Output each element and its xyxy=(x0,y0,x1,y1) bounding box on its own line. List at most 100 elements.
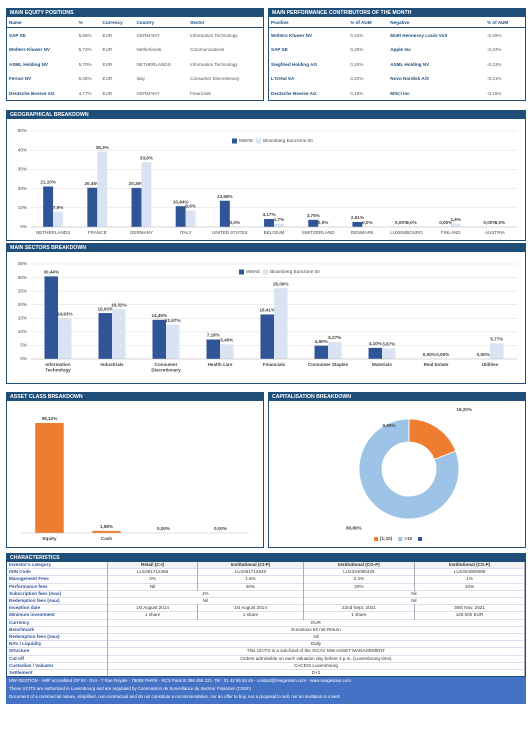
value-cell: EUR xyxy=(107,619,525,627)
x-tick-label: Utilities xyxy=(482,362,499,367)
bar xyxy=(220,344,234,359)
bar xyxy=(97,151,108,227)
value-cell: Eurostoxx 50 net Return xyxy=(107,626,525,634)
chart: Equity Cash 98,12% 1,88% 0,00% 0,00% xyxy=(21,416,249,541)
cell: Consumer Discretionary xyxy=(190,76,240,82)
data-label: 26,09% xyxy=(273,281,289,286)
row: Subscription fees (max) 2% Nil xyxy=(7,590,525,598)
data-label: 0,00% xyxy=(395,220,408,225)
cell: 0,19% xyxy=(350,90,364,96)
header-cell: Institutional (CS-P) xyxy=(414,562,525,569)
legend-label: Bloomberg Eurozone 50 xyxy=(263,138,313,143)
value-cell: 1st August 2014 xyxy=(197,604,304,612)
legend-swatch xyxy=(418,537,423,541)
bar xyxy=(175,206,186,227)
data-label: 7,18% xyxy=(207,333,220,338)
bar xyxy=(58,318,72,359)
label-cell: Minimum investment xyxy=(7,611,108,620)
row: SAP SE 5,86% EUR GERMANY Information Technol… xyxy=(7,28,263,43)
data-label: 4,10% xyxy=(369,341,382,346)
legend-label: Bloomberg Eurozone 50 xyxy=(270,269,320,274)
data-label: 0,00% xyxy=(436,352,449,357)
row: Cut-off Orders admissible on each valuati… xyxy=(7,655,525,663)
row: NAV / Liquidity Daily xyxy=(7,640,525,648)
cell: GERMANY xyxy=(136,90,160,96)
x-tick-label: FRANCE xyxy=(88,230,107,235)
row: Benchmark Eurostoxx 50 net Return xyxy=(7,626,525,634)
x-tick-label: ITALY xyxy=(180,230,192,235)
value-cell: 22nd Sept. 2021 xyxy=(303,604,416,612)
y-tick-label: 10% xyxy=(18,329,27,334)
data-label: 20,46% xyxy=(85,181,101,186)
header-cell: Institutional (CI-P) xyxy=(197,562,304,569)
sectors-box: MAIN SECTORS BREAKDOWN 0% 5% 10% 15% 20% 25% 3… xyxy=(6,243,526,384)
value-cell: 20% xyxy=(197,583,304,591)
legend-label: >10 xyxy=(404,536,412,541)
header-row: Investor's category Retail (C-I) Instituti… xyxy=(7,562,525,569)
header-cell: Institutional (CG-P) xyxy=(303,562,416,569)
bar xyxy=(43,186,54,227)
y-tick-label: 20% xyxy=(18,302,27,307)
data-label: 14,45% xyxy=(151,313,167,318)
row: Settlement D+2 xyxy=(7,669,525,676)
legend-swatch xyxy=(374,537,378,541)
value-cell: Nil xyxy=(107,583,199,591)
value-cell: Nil xyxy=(303,597,525,605)
x-tick-label: Health care xyxy=(208,362,233,367)
cell: EUR xyxy=(102,61,113,67)
legend-swatch xyxy=(232,138,237,144)
bar xyxy=(112,309,126,359)
legend-swatch xyxy=(263,269,269,275)
chart: 19,20% 80,80% 0,00% [1;10) >10 xyxy=(346,407,472,541)
row: ISIN Code LU1061712466 LU1061712540 LU23340… xyxy=(7,568,525,576)
x-tick-label: BELGIUM xyxy=(264,230,285,235)
cell: Apple Inc xyxy=(390,47,411,53)
x-tick-label: Financials xyxy=(263,362,286,367)
data-label: 4,90% xyxy=(315,339,328,344)
row: L'Oréal SA 0,20% Novo Nordisk A/S -0,21% xyxy=(269,72,525,87)
y-tick-label: 30% xyxy=(18,167,27,172)
label-cell: Inception date xyxy=(7,604,108,612)
cell: EUR xyxy=(102,90,113,96)
value-cell: 1.5% xyxy=(197,575,304,584)
cell: Wolters Kluwer NV xyxy=(9,47,51,53)
chart: 0% 10% 20% 30% 40% 50% NETHERLANDS FRANCE GERMAN… xyxy=(18,128,517,235)
label-cell: Subscription fees (max) xyxy=(7,590,108,598)
x-tick-label: Real Estate xyxy=(424,362,449,367)
row: Currency EUR xyxy=(7,619,525,627)
value-cell: 2% xyxy=(107,590,304,598)
characteristics-box: CHARACTERISTICS Investor's category Retai… xyxy=(6,553,526,677)
label-cell: Custodian / Valuator xyxy=(7,662,108,670)
data-label: 30,44% xyxy=(43,270,59,275)
x-tick-label: Materials xyxy=(372,362,392,367)
data-label: 2,61% xyxy=(351,215,364,220)
header-cell: Investor's category xyxy=(7,562,108,569)
bar xyxy=(490,343,504,359)
data-label: 13,68% xyxy=(217,194,233,199)
data-label: 16,93% xyxy=(97,306,113,311)
value-cell: 30th Nov. 2021 xyxy=(414,604,525,612)
y-tick-label: 30% xyxy=(18,275,27,280)
label-cell: Benchmark xyxy=(7,626,108,634)
cell: MSCI Inc xyxy=(390,90,410,96)
footer-line: MW GESTION - AMF accredited GP 92 - 014 … xyxy=(9,678,351,683)
cell: Moët Hennessy Louis Vuit xyxy=(390,32,448,38)
x-tick-label: LUXEMBOURG xyxy=(390,230,423,235)
row: Siegfried Holding AG 0,20% ASML Holding NV… xyxy=(269,57,525,72)
row: Wolters Kluwer NV 5,72% EUR Netherlands Comm… xyxy=(7,43,263,58)
row: Deutsche Boerse AG 4,77% EUR GERMANY Financi… xyxy=(7,86,263,100)
y-tick-label: 5% xyxy=(20,343,27,348)
bar xyxy=(352,221,363,227)
y-tick-label: 15% xyxy=(18,316,27,321)
cell: 4,77% xyxy=(78,90,92,96)
value-cell: 1 share xyxy=(197,611,304,620)
data-label: 3,87% xyxy=(382,342,395,347)
cap-box: CAPITALISATION BREAKDOWN 19,20% 80,80% 0,0… xyxy=(268,392,526,548)
cell: Deutsche Boerse AG xyxy=(271,90,317,96)
cell: Novo Nordisk A/S xyxy=(390,76,429,82)
label-cell: Management Fees xyxy=(7,575,108,584)
header-row: Name% Currency Country Sector xyxy=(7,17,263,28)
legend-label: MWAE xyxy=(239,138,253,143)
data-label: 18,32% xyxy=(111,302,127,307)
x-tick-label: Consumer Discretionary xyxy=(151,362,181,373)
